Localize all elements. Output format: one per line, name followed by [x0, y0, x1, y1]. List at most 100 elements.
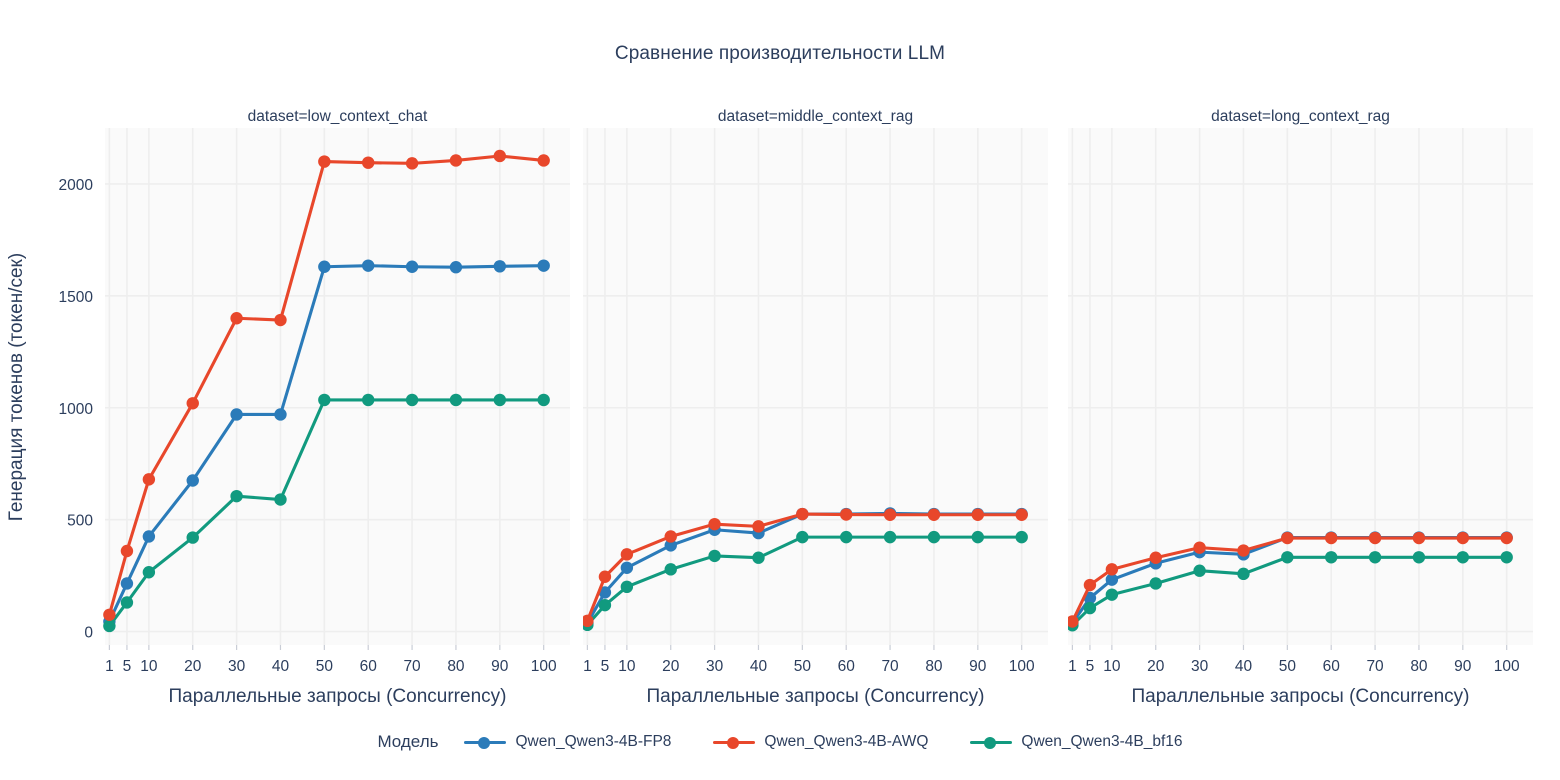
x-tick-label: 40 [1235, 658, 1253, 675]
data-point [1105, 563, 1119, 576]
data-point [405, 157, 419, 170]
x-tick-label: 100 [1009, 658, 1035, 675]
data-point [583, 614, 594, 628]
x-tick-label: 20 [1147, 658, 1165, 675]
data-point [120, 577, 134, 590]
data-point [493, 260, 507, 273]
data-point [230, 408, 243, 421]
y-tick-label: 2000 [59, 177, 94, 194]
legend-item-1[interactable]: Qwen_Qwen3-4B-FP8 [464, 733, 671, 751]
x-tick-label: 20 [662, 658, 680, 675]
data-point [840, 530, 853, 544]
data-point [230, 312, 243, 325]
data-point [1325, 551, 1338, 564]
data-point [318, 260, 331, 273]
x-tick-label: 100 [1494, 658, 1520, 675]
data-point [318, 155, 331, 168]
legend-item-2[interactable]: Qwen_Qwen3-4B-AWQ [713, 733, 928, 751]
y-tick-label: 1000 [59, 401, 94, 418]
data-point [1083, 601, 1097, 615]
data-point [796, 507, 809, 521]
x-tick-label: 50 [316, 658, 334, 675]
panel-background [105, 128, 570, 645]
legend-swatch-icon [970, 733, 1013, 751]
legend-swatch-icon [464, 733, 507, 751]
data-point [230, 489, 243, 503]
series-Qwen_Qwen3-4B_bf16 [103, 393, 550, 633]
x-axis-label-3: Параллельные запросы (Concurrency) [1131, 686, 1470, 707]
facet-title-2: dataset=middle_context_rag [717, 108, 914, 125]
data-point [142, 530, 156, 543]
y-tick-label: 1500 [59, 289, 94, 306]
x-tick-label: 60 [838, 658, 856, 675]
legend-swatch-icon [713, 733, 756, 751]
x-tick-label: 50 [1279, 658, 1297, 675]
x-tick-label: 80 [1410, 658, 1428, 675]
series-Qwen_Qwen3-4B-FP8 [103, 259, 550, 628]
data-point [1237, 544, 1250, 557]
data-point [1015, 530, 1028, 544]
data-point [362, 393, 375, 407]
data-point [142, 566, 156, 579]
x-tick-label: 1 [1068, 658, 1077, 675]
data-point [796, 530, 809, 544]
x-tick-label: 90 [491, 658, 509, 675]
panel-background [583, 128, 1048, 645]
x-axis-label-2: Параллельные запросы (Concurrency) [646, 686, 985, 707]
data-point [1412, 531, 1426, 545]
chart-legend: Модель Qwen_Qwen3-4B-FP8 Qwen_Qwen3-4B-AW… [0, 732, 1560, 752]
x-tick-label: 80 [447, 658, 465, 675]
x-tick-label: 70 [1366, 658, 1384, 675]
data-point [664, 530, 677, 543]
x-tick-label: 60 [360, 658, 378, 675]
panel-1: 0 500 1000 1500 2000 1 5 10 20 30 40 50 60 70 80 90 100 [59, 128, 570, 691]
legend-title: Модель [377, 732, 439, 751]
data-point [752, 551, 765, 564]
y-axis-label: Генерация токенов (токен/сек) [6, 252, 27, 521]
data-point [927, 530, 941, 544]
data-point [1368, 531, 1382, 545]
x-tick-label: 1 [105, 658, 114, 675]
data-point [1412, 551, 1426, 564]
data-point [1281, 531, 1294, 545]
data-point [840, 508, 853, 521]
data-point [318, 393, 331, 407]
data-point [120, 544, 134, 558]
panel-plot-2: 1 5 10 20 30 40 50 60 70 80 90 100 [583, 128, 1048, 675]
data-point [708, 549, 721, 563]
data-point [103, 619, 116, 633]
x-tick-label: 10 [1103, 658, 1121, 675]
y-tick-label: 0 [84, 625, 93, 642]
panel-3: 1 5 10 20 30 40 50 60 70 80 90 100 [1068, 128, 1533, 691]
data-point [186, 474, 199, 487]
series-line [107, 154, 546, 617]
x-tick-label: 70 [881, 658, 899, 675]
x-tick-label: 5 [123, 658, 132, 675]
legend-label: Qwen_Qwen3-4B-FP8 [515, 733, 672, 750]
data-point [1500, 551, 1513, 564]
data-point [1456, 551, 1470, 564]
x-tick-label: 1 [583, 658, 592, 675]
data-point [186, 397, 199, 410]
data-point [274, 408, 287, 421]
data-point [405, 260, 419, 273]
data-point [1083, 578, 1097, 592]
series-line [107, 264, 546, 624]
data-point [1149, 551, 1162, 564]
data-point [274, 493, 287, 506]
data-point [620, 548, 634, 561]
data-point [1068, 615, 1079, 628]
series-Qwen_Qwen3-4B-AWQ [1068, 531, 1513, 628]
legend-items: Qwen_Qwen3-4B-FP8 Qwen_Qwen3-4B-AWQ Qwen_Q… [464, 733, 1183, 751]
x-tick-label: 90 [969, 658, 987, 675]
legend-item-3[interactable]: Qwen_Qwen3-4B_bf16 [970, 733, 1183, 751]
panel-plot-3: 1 5 10 20 30 40 50 60 70 80 90 100 [1068, 128, 1533, 675]
data-point [449, 154, 463, 167]
data-point [598, 598, 612, 612]
data-point [708, 517, 721, 531]
data-point [598, 570, 612, 583]
x-tick-label: 30 [228, 658, 246, 675]
x-tick-label: 30 [706, 658, 724, 675]
data-point [883, 508, 897, 521]
